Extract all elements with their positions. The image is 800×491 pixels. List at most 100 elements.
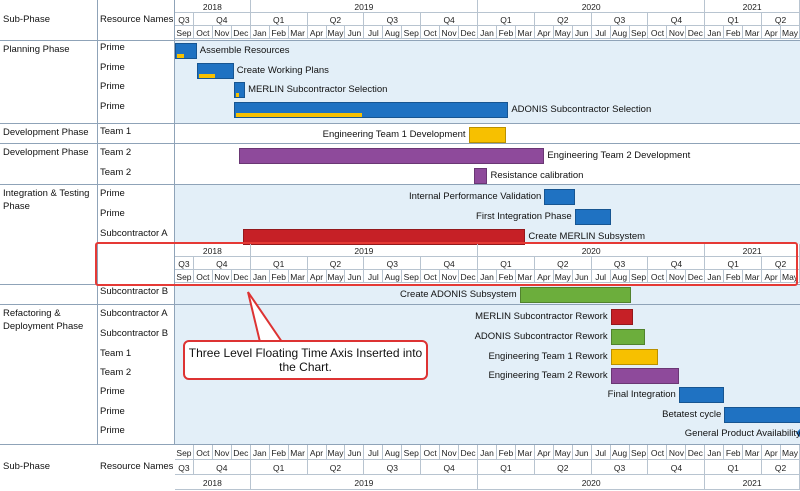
resource-name: Prime [100,42,125,53]
resource-name: Prime [100,425,125,436]
task-label: ADONIS Subcontractor Selection [511,103,652,115]
task-bar [544,189,575,205]
task-label: Engineering Team 1 Rework [488,350,608,362]
month-cell: Oct [648,270,668,283]
task-bar [610,329,645,345]
column-divider [97,0,98,40]
quarter-cell: Q4 [421,460,479,475]
month-cell: May [554,445,573,460]
month-cell: May [554,26,573,39]
quarter-cell: Q3 [592,13,649,26]
month-cell: Apr [762,26,782,39]
quarter-cell: Q4 [194,257,251,270]
phase-name: Development Phase [3,127,89,138]
bottom-axis-footer: Sub-Phase Resource Names Sep Oct Nov Dec Jan… [0,444,800,491]
month-cell: Nov [213,26,232,39]
month-cell: Feb [724,26,744,39]
task-label: Betatest cycle [662,408,722,420]
axis-row-months: Sep Oct Nov Dec Jan Feb Mar Apr May Jun Jul Aug Sep O… [175,270,800,283]
month-cell: Nov [667,26,687,39]
quarter-cell: Q2 [762,257,800,270]
quarter-cell: Q3 [592,460,649,475]
month-cell: Sep [402,26,422,39]
quarter-cell: Q1 [251,460,308,475]
task-label: First Integration Phase [476,211,572,222]
task-bar [468,127,507,143]
task-bar [175,43,197,59]
year-cell: 2020 [478,0,706,13]
month-cell: Aug [383,445,403,460]
quarter-cell: Q3 [175,13,194,26]
resource-name: Subcontractor B [100,286,169,297]
resource-name: Subcontractor A [100,228,168,239]
resource-name: Team 2 [100,166,132,178]
month-cell: Jul [592,270,611,283]
month-cell: Nov [213,270,232,283]
callout-text: Three Level Floating Time Axis Inserted … [188,345,423,374]
quarter-cell: Q1 [705,13,763,26]
floating-axis-highlight [95,242,798,286]
month-cell: Apr [535,26,554,39]
quarter-cell: Q2 [535,460,592,475]
task-bar [678,387,725,403]
axis-row-months: Sep Oct Nov Dec Jan Feb Mar Apr May Jun Jul Aug Sep O… [175,445,800,460]
resource-name: Prime [100,81,125,92]
month-cell: Mar [289,26,308,39]
month-cell: Dec [686,270,706,283]
resource-name: Prime [100,405,125,417]
task-bar [610,368,679,384]
progress-fill [235,112,363,117]
month-cell: Feb [270,270,289,283]
month-cell: Aug [611,26,630,39]
quarter-cell: Q3 [364,257,422,270]
month-cell: Jul [364,445,384,460]
month-cell: Sep [630,445,649,460]
quarter-cell: Q2 [308,257,365,270]
month-cell: Jun [573,445,592,460]
year-cell: 2021 [705,475,800,490]
quarter-cell: Q2 [308,13,365,26]
phase-group: Subcontractor B Create ADONIS Subsystem [0,284,800,304]
phase-group: Development Phase Team 1 Engineering Team … [0,123,800,143]
month-cell: Sep [630,270,649,283]
axis-row-years: 2018 2019 2020 2021 [175,0,800,13]
month-cell: Jun [573,26,592,39]
month-cell: Jan [251,26,270,39]
task-label: Create MERLIN Subsystem [528,231,646,242]
quarter-cell: Q2 [535,13,592,26]
axis-row-years: 2018 2019 2020 2021 [175,244,800,257]
task-label: ADONIS Subcontractor Rework [474,331,608,342]
task-bar [610,348,658,365]
month-cell: Apr [762,270,782,283]
quarter-cell: Q2 [308,460,365,475]
month-cell: Sep [402,445,422,460]
year-cell: 2019 [251,475,479,490]
month-cell: Jan [705,270,725,283]
month-cell: Oct [421,445,441,460]
task-label: Create Working Plans [236,64,329,76]
quarter-cell: Q4 [421,13,479,26]
month-cell: Jan [478,26,497,39]
month-cell: Oct [648,26,668,39]
month-cell: Jan [705,445,725,460]
month-cell: Dec [232,270,251,283]
month-cell: Feb [497,270,516,283]
month-cell: Jun [345,445,365,460]
month-cell: Mar [743,26,763,39]
month-cell: Oct [194,445,213,460]
month-cell: Oct [421,270,441,283]
axis-row-quarters: Q3 Q4 Q1 Q2 Q3 Q4 Q1 Q2 Q3 Q4 Q1 Q2 [175,460,800,475]
task-label: Internal Performance Validation [408,191,542,202]
phase-group: Development Phase Team 2 Engineering Team … [0,143,800,184]
month-cell: May [781,270,800,283]
progress-fill [198,73,215,78]
year-cell: 2018 [175,244,251,257]
callout-box: Three Level Floating Time Axis Inserted … [183,340,428,380]
month-cell: Dec [686,26,706,39]
quarter-cell: Q3 [364,460,422,475]
month-cell: Jan [251,270,270,283]
floating-time-axis: 2018 2019 2020 2021 Q3 Q4 Q1 Q2 Q3 Q4 Q1 Q2 Q3 Q4 Q1 Q2… [175,244,800,284]
quarter-cell: Q4 [194,13,251,26]
task-label: General Product Availability [684,428,800,439]
year-cell: 2021 [705,244,800,257]
